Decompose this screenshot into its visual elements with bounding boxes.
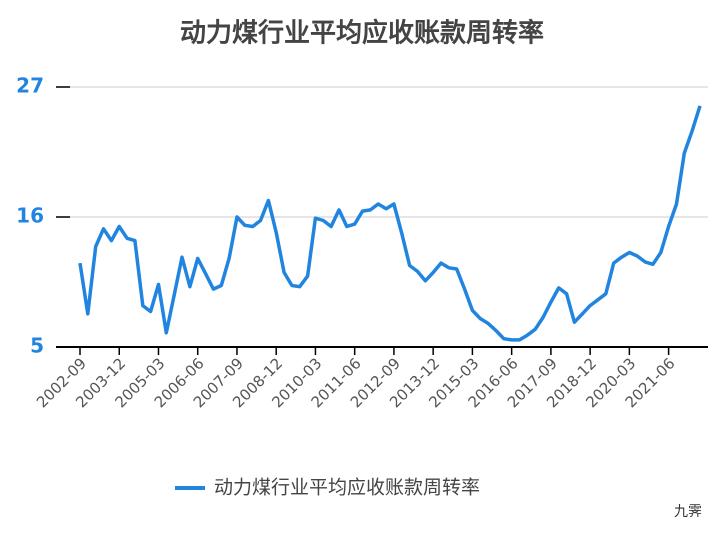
chart-title: 动力煤行业平均应收账款周转率 [180, 18, 544, 49]
watermark: 九霁 [674, 504, 702, 520]
y-tick-label: 5 [30, 334, 44, 358]
y-tick-label: 16 [16, 204, 44, 228]
y-tick-label: 27 [16, 74, 44, 98]
legend-label: 动力煤行业平均应收账款周转率 [214, 477, 480, 499]
series-line [78, 105, 702, 342]
